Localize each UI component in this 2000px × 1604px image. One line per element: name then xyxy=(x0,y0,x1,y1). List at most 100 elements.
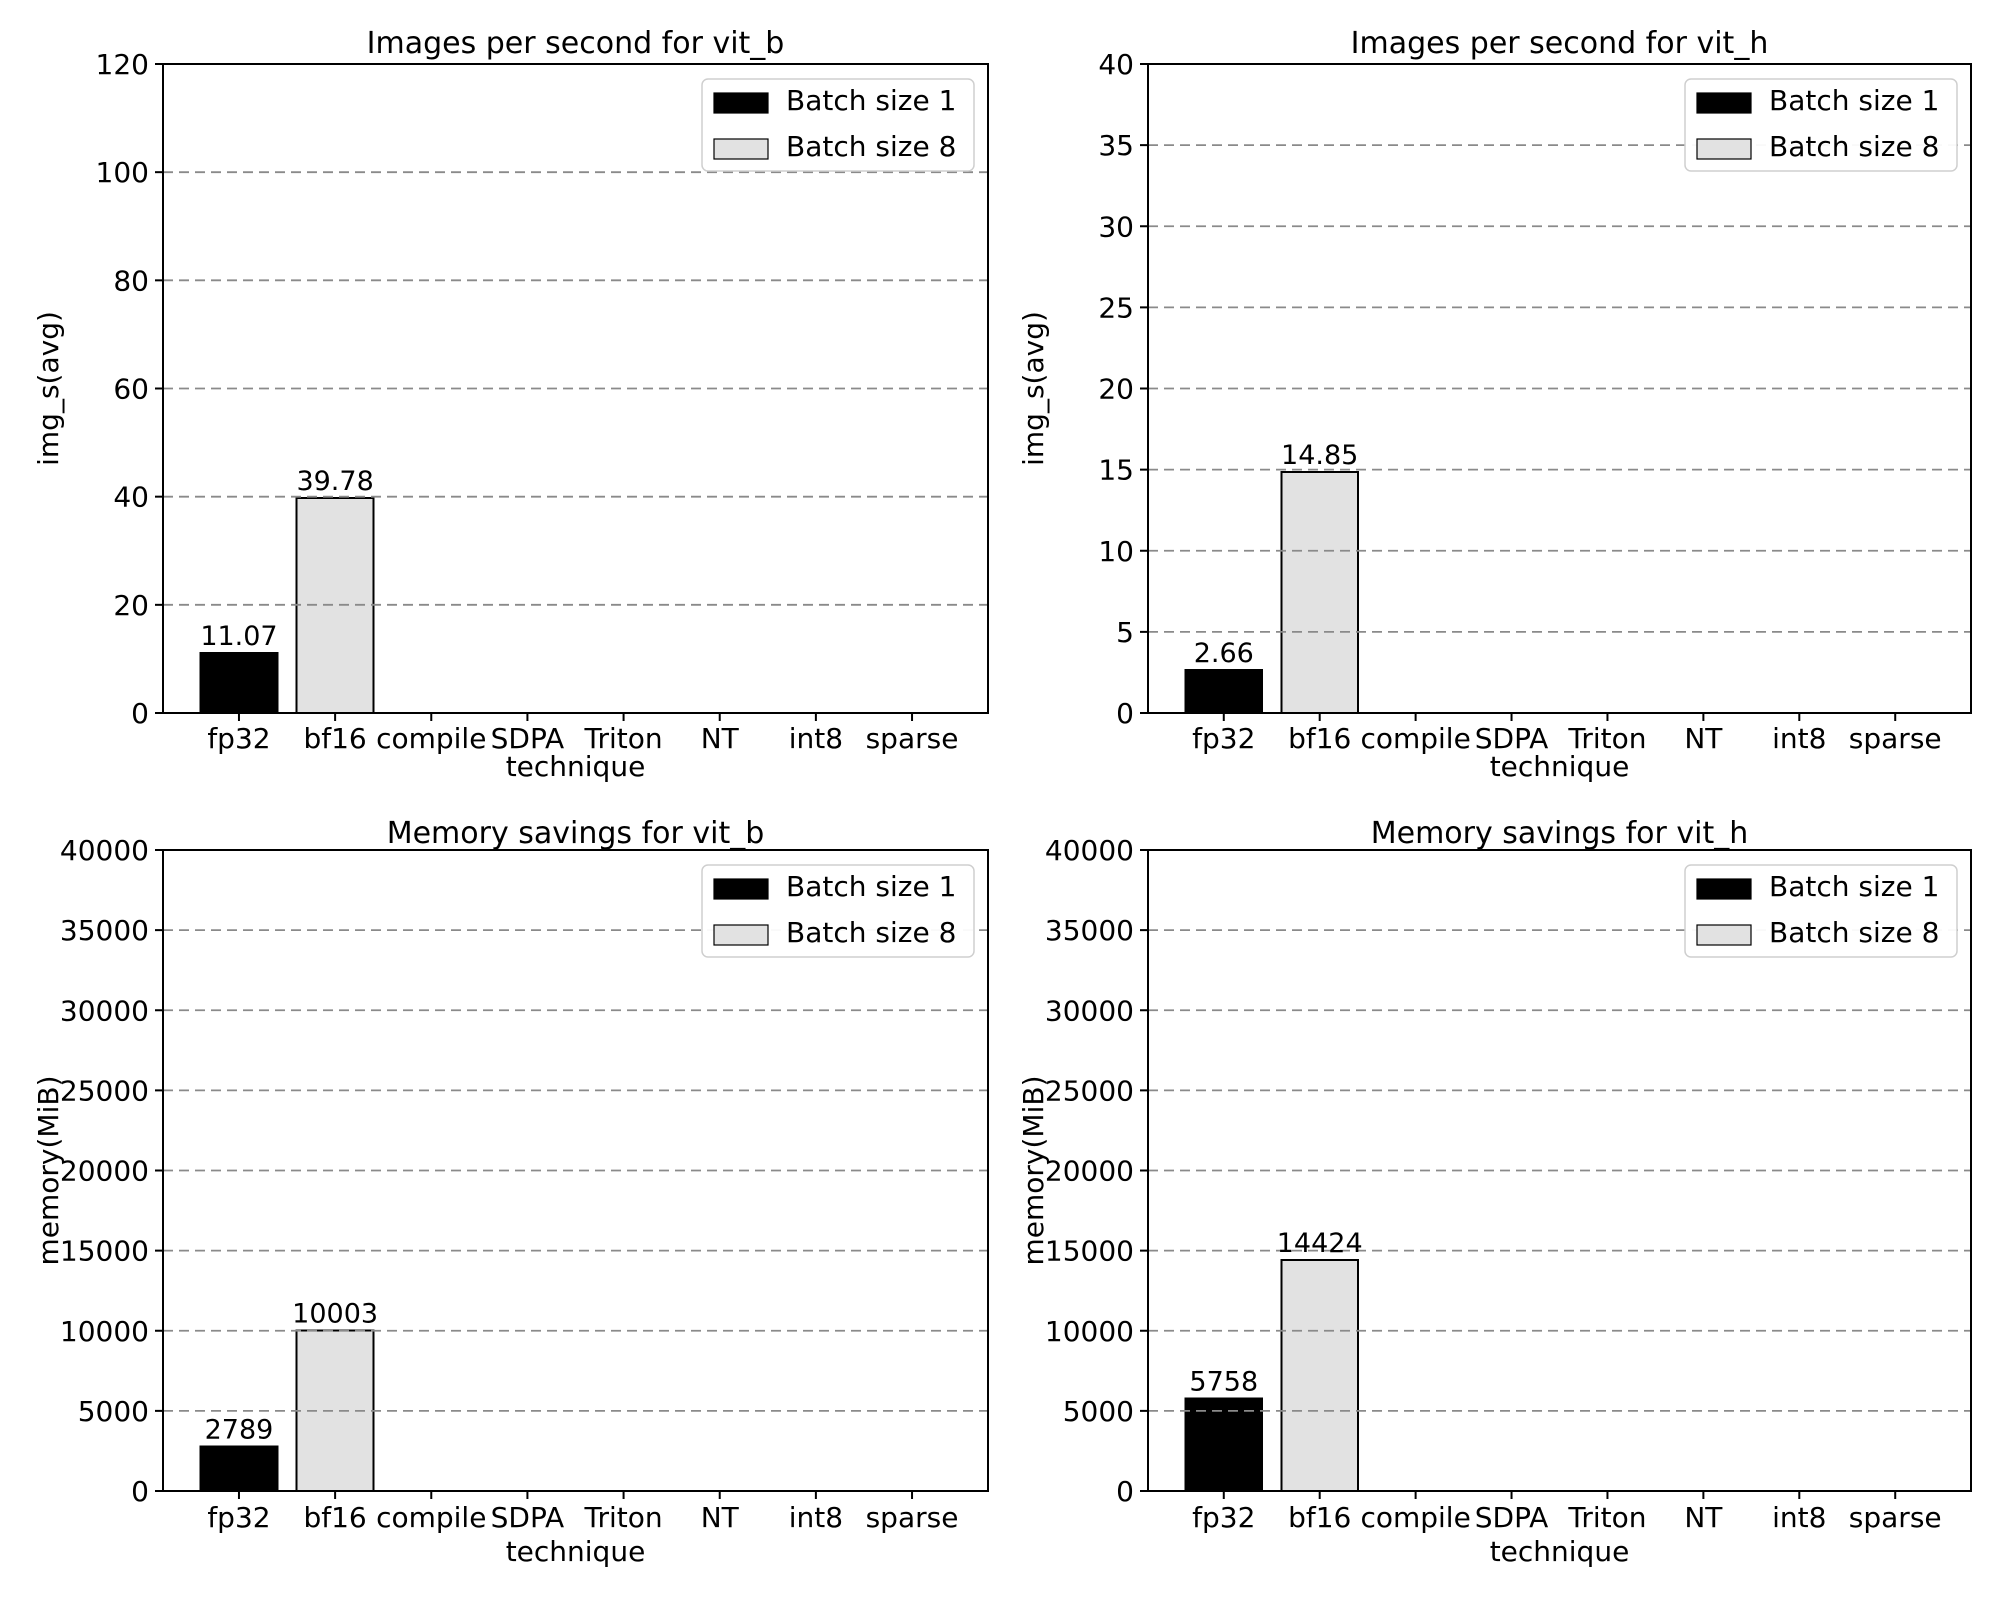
legend xyxy=(1684,78,1958,172)
y-tick-label: 20000 xyxy=(1045,1155,1134,1188)
bar-value-label: 2.66 xyxy=(1194,638,1254,669)
legend xyxy=(701,78,975,172)
y-tick-label: 25 xyxy=(1098,291,1134,324)
x-tick-label: compile xyxy=(1360,722,1470,755)
x-tick-label: int8 xyxy=(1772,1501,1826,1534)
x-tick-label: Triton xyxy=(1567,722,1646,755)
x-tick-label: bf16 xyxy=(1288,1501,1351,1534)
bar xyxy=(1280,1258,1360,1492)
x-tick-label: fp32 xyxy=(207,722,270,755)
y-tick-label: 5 xyxy=(1116,616,1134,649)
bar-value-label: 2789 xyxy=(205,1414,274,1445)
x-tick-label: Triton xyxy=(584,722,663,755)
x-tick-label: Triton xyxy=(584,1501,663,1534)
x-tick-label: int8 xyxy=(789,722,843,755)
legend-label: Batch size 8 xyxy=(1769,916,1939,949)
bar-value-label: 10003 xyxy=(292,1299,378,1330)
x-tick-label: int8 xyxy=(789,1501,843,1534)
chart-title: Images per second for vit_h xyxy=(1351,26,1769,61)
legend xyxy=(1684,864,1958,958)
y-axis-label: img_s(avg) xyxy=(1017,311,1050,466)
y-tick-label: 40 xyxy=(113,481,149,514)
legend-swatch xyxy=(713,92,769,114)
legend-swatch xyxy=(713,138,769,160)
legend-swatch xyxy=(1696,924,1752,946)
x-tick-label: fp32 xyxy=(1192,1501,1255,1534)
legend-label: Batch size 8 xyxy=(786,916,956,949)
legend-label: Batch size 1 xyxy=(1769,84,1939,117)
y-tick-label: 0 xyxy=(1116,697,1134,730)
y-tick-label: 5000 xyxy=(78,1395,149,1428)
y-tick-label: 40000 xyxy=(1045,834,1134,867)
x-tick-label: fp32 xyxy=(207,1501,270,1534)
chart-svg: 11.07 39.78 0 20 40 60 80 100 120 fp32 bf16 compile… xyxy=(32,26,989,783)
bar xyxy=(199,1445,279,1492)
x-tick-label: NT xyxy=(701,1501,740,1534)
x-tick-label: NT xyxy=(1684,1501,1723,1534)
y-tick-label: 10 xyxy=(1098,535,1134,568)
bar xyxy=(1184,1397,1264,1492)
x-tick-label: sparse xyxy=(1849,722,1942,755)
y-axis-label: memory(MiB) xyxy=(32,1076,65,1266)
y-tick-label: 25000 xyxy=(1045,1074,1134,1107)
chart-memory-savings-vit-h: 5758 14424 0 5000 10000 15000 20000 25000 30000 3… xyxy=(1000,800,2000,1600)
chart-memory-savings-vit-b: 2789 10003 0 5000 10000 15000 20000 25000 30000 3… xyxy=(0,800,1000,1600)
x-tick-label: Triton xyxy=(1567,1501,1646,1534)
y-tick-label: 40000 xyxy=(60,834,149,867)
x-axis-label: technique xyxy=(506,750,646,783)
x-tick-label: sparse xyxy=(1849,1501,1942,1534)
y-tick-label: 20000 xyxy=(60,1155,149,1188)
y-tick-label: 10000 xyxy=(1045,1315,1134,1348)
legend-label: Batch size 8 xyxy=(1769,130,1939,163)
y-tick-label: 35000 xyxy=(1045,914,1134,947)
bar xyxy=(1280,471,1360,714)
bar-value-label: 14.85 xyxy=(1281,440,1358,471)
y-tick-label: 35 xyxy=(1098,129,1134,162)
x-tick-label: bf16 xyxy=(1288,722,1351,755)
x-tick-label: int8 xyxy=(1772,722,1826,755)
legend-label: Batch size 1 xyxy=(1769,870,1939,903)
x-tick-label: sparse xyxy=(866,1501,959,1534)
x-tick-label: compile xyxy=(1360,1501,1470,1534)
x-tick-label: fp32 xyxy=(1192,722,1255,755)
legend-label: Batch size 1 xyxy=(786,84,956,117)
x-tick-label: SDPA xyxy=(491,1501,565,1534)
bar-value-label: 14424 xyxy=(1277,1228,1363,1259)
bar xyxy=(199,652,279,715)
y-tick-label: 60 xyxy=(113,373,149,406)
chart-svg: 2789 10003 0 5000 10000 15000 20000 25000 30000 3… xyxy=(32,816,989,1568)
bar-value-label: 39.78 xyxy=(296,466,373,497)
y-tick-label: 30000 xyxy=(60,994,149,1027)
legend-swatch xyxy=(1696,92,1752,114)
y-tick-label: 40 xyxy=(1098,48,1134,81)
x-tick-label: NT xyxy=(701,722,740,755)
y-tick-label: 15 xyxy=(1098,454,1134,487)
legend-swatch xyxy=(713,924,769,946)
y-tick-label: 5000 xyxy=(1063,1395,1134,1428)
y-tick-label: 80 xyxy=(113,264,149,297)
x-tick-label: compile xyxy=(376,722,486,755)
y-tick-label: 0 xyxy=(131,1475,149,1508)
x-tick-label: NT xyxy=(1684,722,1723,755)
bar xyxy=(1184,668,1264,714)
y-tick-label: 0 xyxy=(1116,1475,1134,1508)
y-tick-label: 15000 xyxy=(1045,1235,1134,1268)
legend-swatch xyxy=(713,878,769,900)
y-tick-label: 20 xyxy=(113,589,149,622)
chart-title: Memory savings for vit_b xyxy=(387,816,765,851)
bar-value-label: 11.07 xyxy=(200,621,277,652)
x-tick-label: SDPA xyxy=(1475,1501,1549,1534)
legend-swatch xyxy=(1696,138,1752,160)
chart-images-per-second-vit-h: 2.66 14.85 0 5 10 15 20 25 30 35 40 fp32 bf16 compile… xyxy=(1000,0,2000,800)
y-tick-label: 15000 xyxy=(60,1235,149,1268)
x-axis-label: technique xyxy=(506,1535,646,1568)
y-tick-label: 25000 xyxy=(60,1074,149,1107)
y-axis-label: img_s(avg) xyxy=(32,311,65,466)
legend-label: Batch size 8 xyxy=(786,130,956,163)
y-tick-label: 100 xyxy=(96,156,149,189)
chart-svg: 2.66 14.85 0 5 10 15 20 25 30 35 40 fp32 bf16 compile… xyxy=(1017,26,1972,783)
y-tick-label: 20 xyxy=(1098,373,1134,406)
chart-images-per-second-vit-b: 11.07 39.78 0 20 40 60 80 100 120 fp32 bf16 compile… xyxy=(0,0,1000,800)
bar-value-label: 5758 xyxy=(1189,1367,1258,1398)
